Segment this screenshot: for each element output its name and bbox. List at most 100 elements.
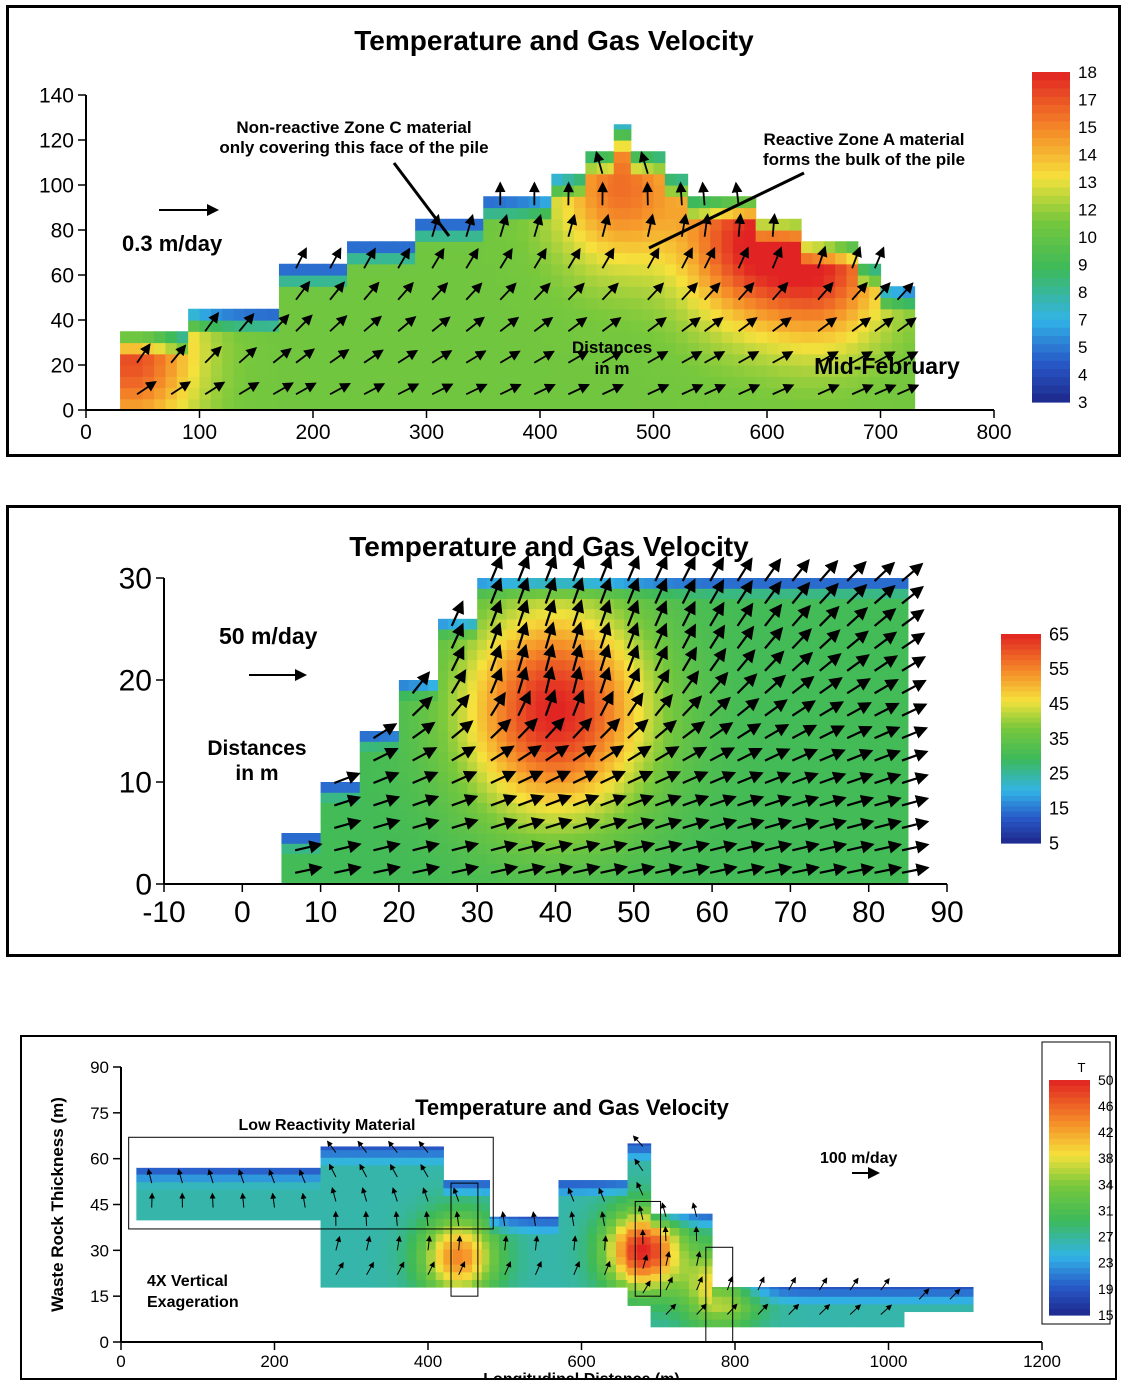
- temperature-cell: [467, 649, 478, 661]
- temperature-cell: [481, 1202, 490, 1212]
- temperature-cell: [462, 1248, 473, 1258]
- temperature-cell: [624, 669, 635, 681]
- temperature-cell: [426, 1172, 437, 1181]
- temperature-cell: [891, 331, 904, 344]
- temperature-cell: [358, 1180, 370, 1189]
- colorbar-label: 34: [1098, 1176, 1114, 1192]
- temperature-cell: [778, 218, 791, 231]
- temperature-cell: [438, 863, 449, 875]
- temperature-cell: [688, 1227, 700, 1236]
- temperature-cell: [551, 196, 564, 209]
- temperature-cell: [669, 1273, 680, 1282]
- velocity-arrow: [791, 604, 811, 627]
- temperature-cell: [817, 1303, 828, 1313]
- temperature-cell: [839, 680, 850, 691]
- temperature-cell: [471, 241, 484, 254]
- velocity-arrow: [456, 1235, 463, 1251]
- velocity-arrow: [791, 581, 811, 605]
- temperature-cell: [865, 1303, 876, 1313]
- temperature-cell: [408, 761, 420, 773]
- temperature-cell: [608, 207, 615, 220]
- colorbar-segment: [1001, 691, 1041, 698]
- temperature-cell: [721, 286, 734, 299]
- colorbar-label: 55: [1049, 659, 1069, 679]
- temperature-cell: [460, 263, 473, 276]
- temperature-cell: [710, 207, 723, 220]
- temperature-cell: [868, 680, 880, 691]
- velocity-arrow: [489, 555, 503, 582]
- temperature-cell: [477, 782, 488, 793]
- velocity-arrow: [691, 1202, 698, 1217]
- temperature-cell: [744, 398, 757, 411]
- temperature-cell: [313, 353, 325, 366]
- temperature-cell: [688, 1273, 700, 1282]
- velocity-arrow: [654, 600, 668, 627]
- temperature-cell: [767, 342, 779, 355]
- temperature-cell: [664, 331, 677, 344]
- temperature-cell: [438, 720, 449, 732]
- velocity-arrow: [601, 350, 624, 364]
- temperature-cell: [868, 710, 880, 722]
- temperature-cell: [708, 1265, 713, 1274]
- temperature-cell: [267, 365, 280, 377]
- temperature-cell: [596, 275, 609, 287]
- legend-frame: [1041, 1041, 1111, 1325]
- temperature-cell: [428, 731, 439, 742]
- velocity-arrow: [572, 840, 601, 853]
- temperature-cell: [596, 1271, 608, 1280]
- velocity-arrow: [451, 817, 479, 830]
- temperature-cell: [517, 320, 530, 332]
- temperature-cell: [278, 331, 291, 344]
- temperature-cell: [449, 353, 462, 366]
- temperature-cell: [406, 1195, 418, 1204]
- velocity-arrow: [298, 1169, 306, 1184]
- temperature-cell: [812, 353, 825, 366]
- temperature-cell: [378, 1248, 389, 1258]
- temperature-cell: [750, 1311, 761, 1320]
- temperature-cell: [751, 578, 762, 589]
- temperature-cell: [740, 1296, 751, 1305]
- temperature-cell: [535, 618, 547, 630]
- temperature-cell: [318, 1196, 322, 1206]
- temperature-cell: [339, 1180, 350, 1189]
- temperature-cell: [712, 710, 723, 722]
- temperature-cell: [176, 387, 189, 400]
- temperature-cell: [710, 342, 723, 355]
- temperature-cell: [418, 690, 429, 701]
- temperature-cell: [449, 365, 462, 377]
- temperature-cell: [942, 1288, 953, 1297]
- temperature-cell: [438, 812, 449, 824]
- velocity-arrow: [599, 577, 612, 604]
- temperature-cell: [888, 761, 899, 773]
- temperature-cell: [477, 578, 488, 589]
- temperature-cell: [878, 649, 889, 661]
- temperature-cell: [506, 649, 517, 661]
- temperature-cell: [261, 1196, 272, 1206]
- temperature-cell: [721, 608, 733, 620]
- velocity-arrow: [411, 671, 431, 694]
- temperature-cell: [565, 833, 576, 844]
- velocity-arrow: [681, 646, 698, 672]
- temperature-cell: [790, 771, 801, 783]
- temperature-cell: [408, 680, 420, 691]
- temperature-cell: [233, 342, 246, 355]
- velocity-arrow: [237, 1168, 245, 1184]
- temperature-cell: [688, 1311, 700, 1320]
- velocity-arrow: [599, 1211, 606, 1226]
- temperature-cell: [270, 1173, 281, 1183]
- temperature-cell: [891, 342, 904, 355]
- velocity-arrow: [901, 863, 930, 877]
- temperature-cell: [313, 365, 325, 377]
- temperature-cell: [467, 720, 478, 732]
- temperature-cell: [551, 398, 564, 411]
- temperature-cell: [526, 639, 537, 650]
- velocity-arrow: [696, 1303, 707, 1315]
- temperature-cell: [875, 1303, 886, 1313]
- temperature-cell: [418, 853, 429, 865]
- colorbar-label: 42: [1098, 1124, 1114, 1140]
- colorbar-segment: [1032, 237, 1070, 246]
- temperature-cell: [516, 761, 527, 773]
- temperature-cell: [923, 1287, 934, 1290]
- temperature-cell: [750, 1303, 761, 1313]
- temperature-cell: [526, 802, 537, 814]
